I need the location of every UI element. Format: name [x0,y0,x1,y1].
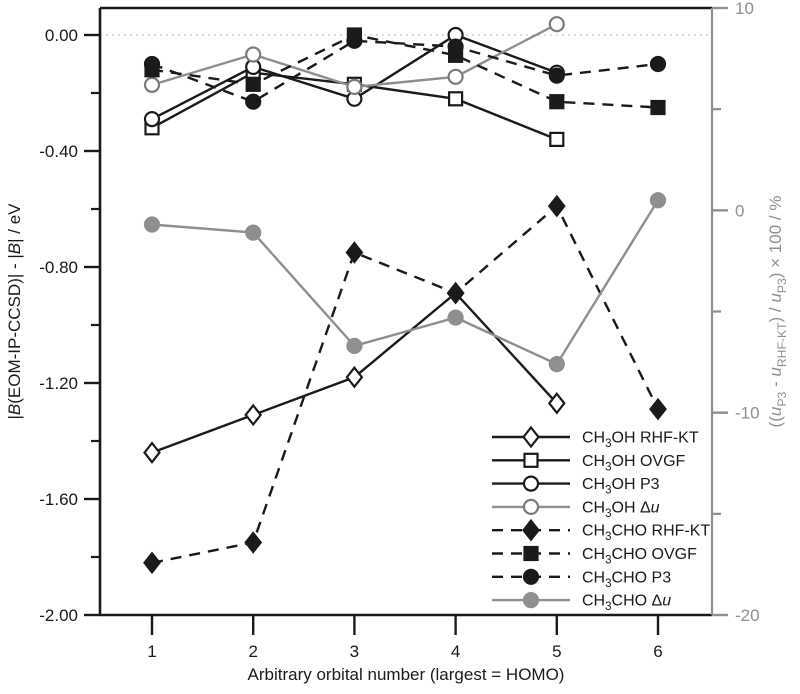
legend-label: CH3CHO OVGF [582,546,697,566]
legend-item-ch3oh-delta-u: CH3OH Δu [492,498,660,520]
series-ch3oh-rhf-kt [143,281,566,464]
diamond-marker [547,194,566,218]
circle-marker [522,591,540,609]
diamond-marker [244,531,263,554]
diamond-marker [244,403,263,427]
diamond-marker [345,241,364,264]
series-ch3oh-delta-u [143,16,565,96]
legend: CH3OH RHF-KT CH3OH OVGF CH3OH P3 CH3OH Δu CH… [492,425,710,613]
circle-marker [447,68,464,85]
x-tick-label: 6 [653,642,662,661]
left-axis-title: |B(EOM-IP-CCSD)| - |B| / eV [5,203,24,420]
circle-marker [143,55,161,73]
right-tick-label: 0 [735,201,744,220]
legend-item-ch3oh-p3: CH3OH P3 [492,475,660,497]
x-tick-label: 3 [350,642,359,661]
left-tick-label: -0.40 [39,142,78,161]
circle-marker [548,16,565,33]
square-marker [448,91,464,107]
legend-label: CH3CHO Δu [582,593,671,613]
right-tick-label: 10 [735,0,754,18]
square-marker [650,99,666,116]
diamond-marker [143,551,161,575]
series-ch3cho-rhf-kt [143,194,667,575]
right-axis: 10 0 -10 -20 ((uP3 - uRHF-KT) / uP3) × 100 /… [712,0,789,625]
square-marker [245,76,261,92]
series-line [151,33,659,109]
circle-marker [245,224,262,241]
circle-marker [447,38,464,55]
legend-item-ch3oh-rhf-kt: CH3OH RHF-KT [492,425,699,450]
circle-marker [346,32,363,49]
legend-item-ch3cho-delta-u: CH3CHO Δu [492,591,671,613]
circle-marker [346,337,363,354]
diamond-marker [446,281,465,305]
left-axis: 0.00 -0.40 -0.80 -1.20 -1.60 -2.00 |B(EOM-IP-C… [5,26,100,625]
legend-item-ch3oh-ovgf: CH3OH OVGF [492,452,686,473]
legend-item-ch3cho-ovgf: CH3CHO OVGF [492,545,697,566]
x-tick-label: 2 [248,642,257,661]
x-tick-label: 5 [552,642,561,661]
square-marker [523,452,539,468]
circle-marker [522,498,540,515]
diamond-marker [143,441,161,464]
circle-marker [548,67,565,84]
circle-marker [143,216,161,233]
legend-label: CH3CHO RHF-KT [582,523,710,543]
x-axis-title: Arbitrary orbital number (largest = HOMO… [248,665,565,684]
left-tick-label: 0.00 [45,26,78,45]
square-marker [523,545,539,562]
diamond-marker [649,397,667,421]
diamond-marker [345,365,364,389]
legend-label: CH3OH RHF-KT [582,430,699,450]
series-line [151,39,659,104]
right-axis-title: ((uP3 - uRHF-KT) / uP3) × 100 / % [766,196,789,428]
circle-marker [143,76,161,93]
series-ch3cho-delta-u [143,192,667,373]
circle-marker [346,78,363,96]
right-tick-label: -20 [735,606,760,625]
circle-marker [143,110,161,128]
circle-marker [245,46,262,63]
circle-marker [522,475,540,492]
circle-marker [649,55,667,73]
series-ch3cho-p3 [143,32,667,110]
diamond-marker [522,518,540,542]
diamond-marker [547,392,566,415]
x-axis: 1 2 3 4 5 6 [147,615,663,661]
circle-marker [245,93,262,110]
circle-marker [649,192,667,209]
legend-label: CH3OH OVGF [582,453,686,473]
legend-label: CH3OH P3 [582,476,660,496]
legend-label: CH3OH Δu [582,499,660,519]
x-tick-label: 4 [451,642,460,661]
circle-marker [548,356,565,373]
square-marker [549,131,565,147]
left-tick-label: -1.20 [39,374,78,393]
circle-marker [522,568,540,585]
series-line [151,204,660,564]
left-tick-label: -1.60 [39,490,78,509]
circle-marker [447,309,464,326]
plot-area: 0.00 -0.40 -0.80 -1.20 -1.60 -2.00 |B(EOM-IP-C… [5,0,789,661]
x-tick-label: 1 [147,642,156,661]
right-tick-label: -10 [735,404,760,423]
legend-label: CH3CHO P3 [582,569,671,589]
left-tick-label: -0.80 [39,258,78,277]
series-line [151,199,660,366]
diamond-marker [522,425,540,449]
legend-item-ch3cho-p3: CH3CHO P3 [492,568,671,590]
left-tick-label: -2.00 [39,606,78,625]
square-marker [549,94,565,110]
legend-item-ch3cho-rhf-kt: CH3CHO RHF-KT [492,518,710,543]
